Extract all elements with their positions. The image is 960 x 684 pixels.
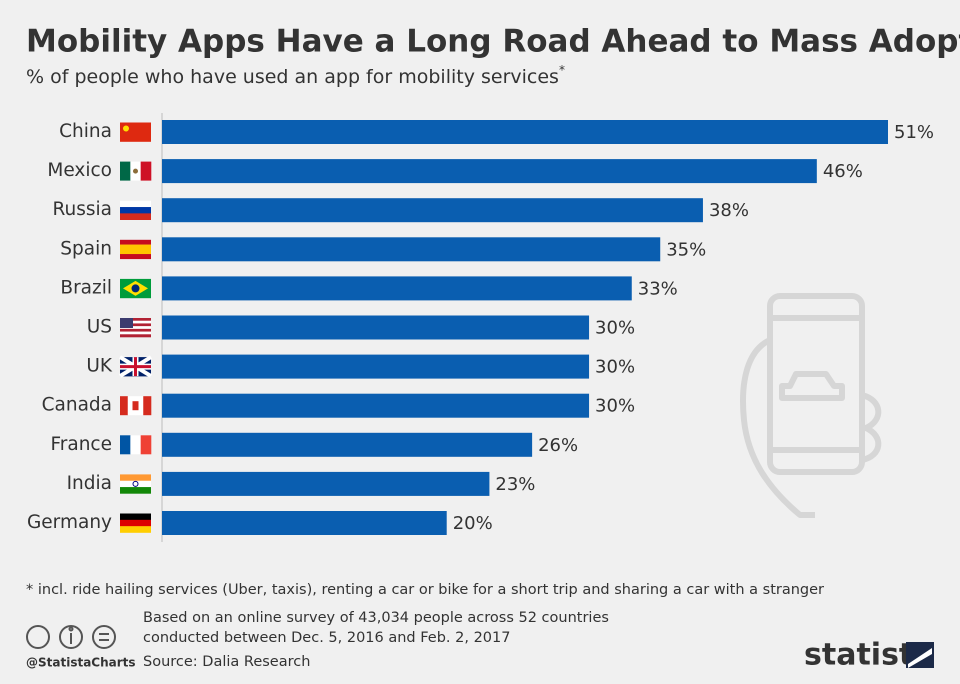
flag-part bbox=[120, 318, 151, 322]
flag-part bbox=[120, 326, 151, 330]
flag-icon bbox=[120, 318, 151, 338]
flag-icon bbox=[118, 355, 153, 378]
flag-part bbox=[120, 318, 133, 328]
value-label: 26% bbox=[538, 435, 578, 456]
flag-icon bbox=[120, 161, 152, 181]
flag-part bbox=[120, 331, 151, 335]
flag-part bbox=[123, 125, 129, 132]
flag-part bbox=[120, 161, 131, 181]
bar bbox=[162, 198, 703, 223]
flag-part bbox=[120, 334, 151, 338]
flag-part bbox=[120, 244, 151, 250]
value-label: 30% bbox=[595, 357, 635, 378]
flag-part bbox=[127, 396, 136, 416]
bar bbox=[162, 393, 590, 418]
flag-part bbox=[120, 323, 151, 327]
flag-icon bbox=[120, 396, 152, 416]
bar bbox=[162, 471, 490, 496]
flag-part bbox=[120, 357, 151, 377]
flag-part bbox=[130, 435, 141, 455]
value-label: 51% bbox=[894, 122, 934, 143]
flag-part bbox=[120, 480, 151, 488]
category-label: Canada bbox=[42, 395, 112, 416]
flag-part bbox=[131, 284, 140, 293]
bar bbox=[162, 511, 447, 535]
license-icons bbox=[26, 625, 116, 649]
flag-part bbox=[120, 328, 151, 332]
category-label: Brazil bbox=[60, 277, 112, 298]
bar bbox=[162, 237, 661, 262]
flag-part bbox=[120, 320, 151, 324]
category-label: Mexico bbox=[47, 160, 112, 181]
category-label: China bbox=[59, 121, 112, 142]
flag-icon bbox=[120, 239, 151, 260]
flag-part bbox=[120, 249, 151, 255]
category-label: Russia bbox=[52, 199, 112, 220]
flag-part bbox=[120, 474, 151, 482]
value-label: 46% bbox=[823, 161, 863, 182]
value-label: 33% bbox=[638, 278, 678, 299]
flag-part bbox=[120, 513, 151, 521]
subtitle-marker: * bbox=[559, 63, 565, 77]
value-label: 30% bbox=[595, 396, 635, 417]
flag-part bbox=[140, 161, 152, 181]
flag-icon bbox=[120, 278, 151, 299]
brand-icon bbox=[906, 642, 934, 668]
value-label: 38% bbox=[709, 200, 749, 221]
flag-icon bbox=[120, 122, 151, 142]
category-label: UK bbox=[86, 356, 113, 377]
flag-part bbox=[120, 526, 151, 533]
value-label: 23% bbox=[495, 474, 535, 495]
flag-icon bbox=[120, 474, 151, 494]
flag-icon bbox=[120, 200, 151, 220]
flag-part bbox=[143, 396, 152, 416]
value-label: 35% bbox=[666, 239, 706, 260]
flag-part bbox=[120, 122, 151, 142]
flag-part bbox=[132, 480, 139, 487]
flag-part bbox=[120, 239, 151, 245]
note: conducted between Dec. 5, 2016 and Feb. … bbox=[143, 630, 510, 646]
chart-title: Mobility Apps Have a Long Road Ahead to … bbox=[26, 24, 960, 60]
value-label: 20% bbox=[453, 513, 493, 534]
chart-subtitle: % of people who have used an app for mob… bbox=[26, 63, 565, 88]
subtitle-text: % of people who have used an app for mob… bbox=[26, 66, 559, 88]
flag-part bbox=[120, 396, 129, 416]
flag-part bbox=[120, 254, 151, 260]
bar bbox=[162, 120, 888, 144]
source: Source: Dalia Research bbox=[143, 654, 310, 670]
bar bbox=[162, 354, 590, 379]
phone-icon bbox=[740, 293, 882, 518]
category-label: France bbox=[50, 434, 112, 455]
bar bbox=[162, 276, 632, 301]
flag-part bbox=[140, 435, 152, 455]
flag-part bbox=[132, 401, 139, 411]
category-label: India bbox=[67, 473, 112, 494]
credit: @StatistaCharts bbox=[26, 656, 136, 670]
category-label: US bbox=[87, 317, 112, 338]
flag-icon bbox=[120, 435, 152, 455]
flag-part bbox=[120, 200, 151, 208]
flag-part bbox=[120, 435, 131, 455]
footnote: * incl. ride hailing services (Uber, tax… bbox=[26, 582, 824, 598]
flag-part bbox=[135, 396, 144, 416]
bar bbox=[162, 315, 590, 340]
bar bbox=[162, 432, 533, 457]
note: Based on an online survey of 43,034 peop… bbox=[143, 610, 609, 626]
flag-part bbox=[120, 213, 151, 220]
flag-icon bbox=[120, 513, 151, 533]
bar bbox=[162, 159, 817, 184]
category-label: Germany bbox=[27, 512, 112, 533]
flag-part bbox=[120, 207, 151, 214]
flag-part bbox=[133, 168, 138, 174]
value-label: 30% bbox=[595, 318, 635, 339]
flag-part bbox=[120, 487, 151, 494]
category-label: Spain bbox=[60, 238, 112, 259]
flag-part bbox=[120, 519, 151, 527]
